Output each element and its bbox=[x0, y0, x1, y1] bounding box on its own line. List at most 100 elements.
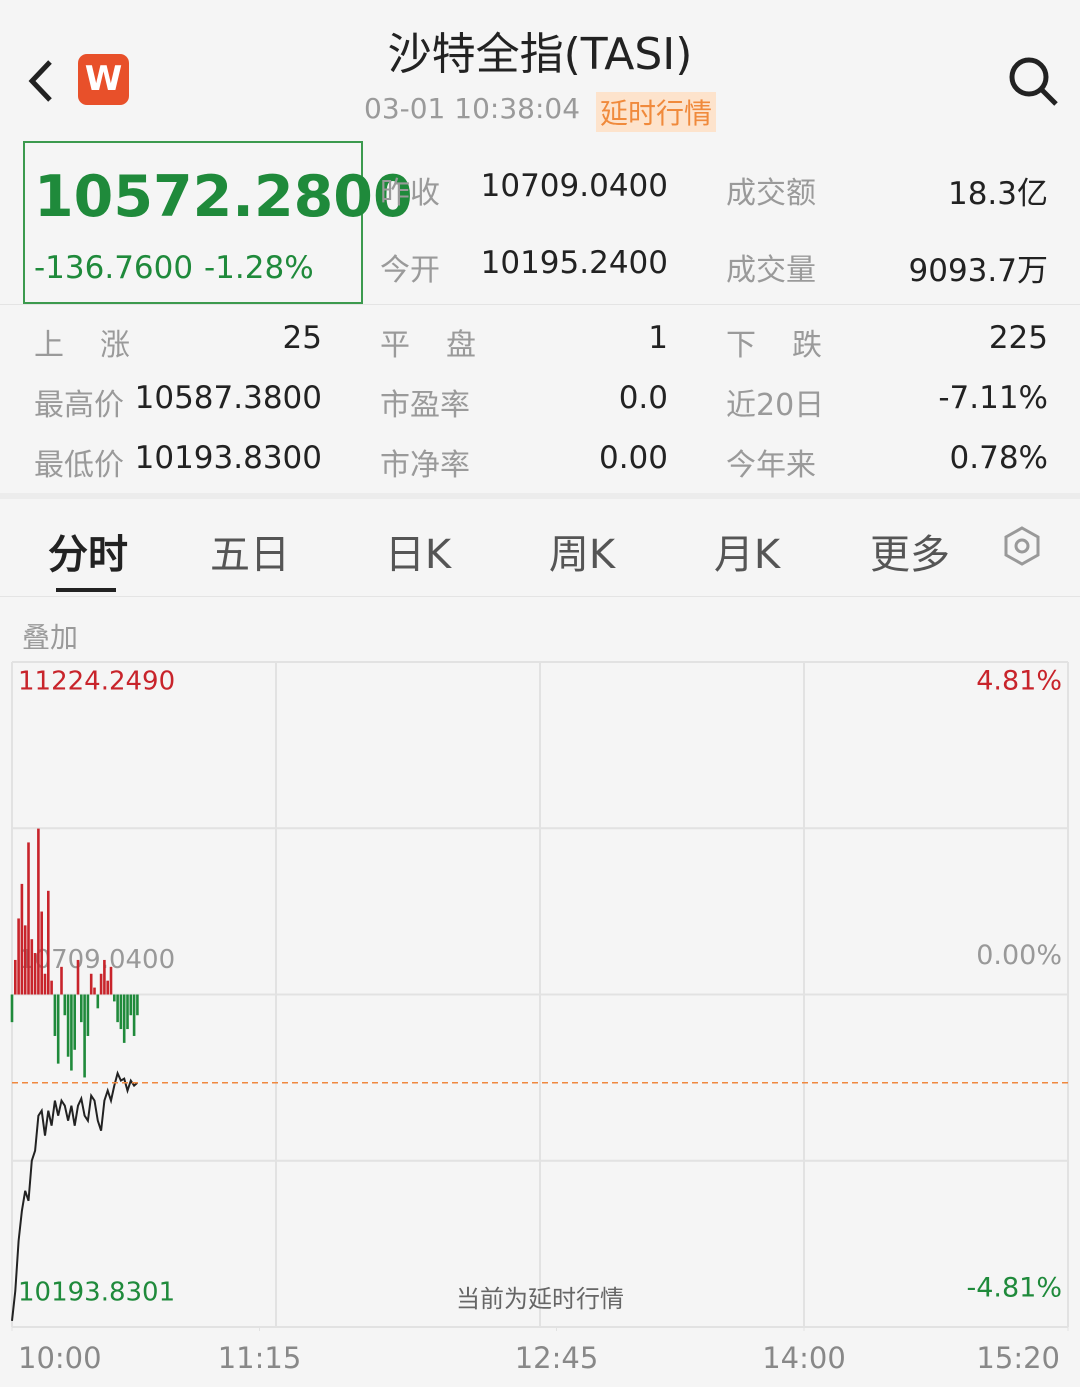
stat-label: 市盈率 bbox=[380, 388, 470, 423]
tab-underline bbox=[56, 588, 116, 592]
quote-label: 昨收 bbox=[380, 176, 440, 211]
tab[interactable]: 日K bbox=[384, 532, 452, 578]
bar bbox=[119, 994, 123, 1030]
bar bbox=[17, 918, 20, 995]
quote-label: 成交额 bbox=[726, 176, 816, 211]
bar bbox=[93, 987, 96, 995]
bar bbox=[113, 994, 116, 1002]
bar bbox=[10, 994, 14, 1023]
bar bbox=[103, 959, 106, 995]
bar bbox=[132, 994, 136, 1036]
y2-tick-label: 0.00% bbox=[976, 940, 1062, 971]
bar bbox=[40, 911, 43, 995]
bar bbox=[50, 980, 53, 995]
bar bbox=[30, 939, 34, 995]
bar bbox=[80, 994, 83, 1023]
bar bbox=[27, 842, 30, 995]
bar bbox=[66, 994, 70, 1057]
chart-note: 当前为延时行情 bbox=[456, 1285, 624, 1313]
change: -136.7600 bbox=[34, 250, 194, 286]
bar bbox=[89, 973, 93, 995]
delay-tag: 延时行情 bbox=[596, 92, 717, 132]
bar bbox=[23, 925, 27, 995]
bar bbox=[129, 994, 133, 1016]
stat-value: 0.78% bbox=[949, 440, 1048, 476]
bar bbox=[33, 953, 37, 995]
stat-label: 市净率 bbox=[380, 448, 470, 483]
stat-value: 0.0 bbox=[618, 380, 668, 416]
bar bbox=[109, 966, 113, 995]
stat-value: 1 bbox=[648, 320, 668, 356]
stat-value: 25 bbox=[282, 320, 322, 356]
tab[interactable]: 五日 bbox=[210, 532, 290, 578]
divider bbox=[0, 304, 1080, 305]
stat-label: 今年来 bbox=[726, 448, 816, 483]
quote-box bbox=[23, 141, 363, 304]
bar bbox=[70, 994, 73, 1071]
stat-value: 0.00 bbox=[598, 440, 668, 476]
title: 沙特全指(TASI) bbox=[387, 29, 693, 80]
change-pct: -1.28% bbox=[204, 250, 314, 286]
stat-value: -7.11% bbox=[938, 380, 1048, 416]
quote-value: 10195.2400 bbox=[480, 245, 668, 281]
settings-button[interactable] bbox=[1002, 526, 1042, 566]
y-tick-label: 11224.2490 bbox=[18, 667, 175, 697]
bar bbox=[126, 994, 129, 1030]
tab[interactable]: 周K bbox=[548, 532, 616, 578]
bar bbox=[56, 994, 60, 1064]
stat-label: 最低价 bbox=[34, 448, 124, 483]
app-icon[interactable]: W bbox=[78, 54, 129, 105]
x-tick-label: 10:00 bbox=[18, 1341, 102, 1375]
divider bbox=[0, 493, 1080, 499]
bar bbox=[106, 980, 109, 995]
tab[interactable]: 更多 bbox=[870, 532, 950, 578]
time: 03-01 10:38:04 bbox=[364, 92, 581, 125]
bar bbox=[122, 994, 126, 1043]
bar bbox=[86, 994, 90, 1036]
overlay-button[interactable]: 叠加 bbox=[22, 621, 79, 654]
stat-label: 近20日 bbox=[726, 388, 825, 423]
stat-label: 平盘 bbox=[380, 328, 476, 363]
stat-value: 10193.8300 bbox=[134, 440, 322, 476]
stat-label: 最高价 bbox=[34, 388, 124, 423]
bar bbox=[76, 959, 80, 995]
bar bbox=[96, 994, 100, 1009]
x-tick-label: 12:45 bbox=[515, 1341, 599, 1375]
bar bbox=[73, 994, 76, 1050]
quote-label: 今开 bbox=[380, 253, 440, 288]
bar bbox=[14, 959, 17, 995]
search-button[interactable] bbox=[1006, 54, 1060, 108]
tab[interactable]: 分时 bbox=[48, 532, 128, 578]
bar bbox=[37, 828, 40, 995]
price: 10572.2800 bbox=[34, 164, 413, 230]
bar bbox=[116, 994, 119, 1023]
y2-tick-label: -4.81% bbox=[966, 1273, 1062, 1304]
bar bbox=[99, 973, 103, 995]
price-line bbox=[11, 1070, 139, 1321]
back-button[interactable] bbox=[26, 58, 56, 104]
y-tick-label: 10709.0400 bbox=[18, 945, 175, 975]
tab[interactable]: 月K bbox=[713, 532, 781, 578]
stat-label: 下跌 bbox=[726, 328, 822, 363]
x-tick-label: 11:15 bbox=[218, 1341, 302, 1375]
y-tick-label: 10193.8301 bbox=[18, 1278, 175, 1308]
x-tick-label: 14:00 bbox=[762, 1341, 846, 1375]
bar bbox=[47, 890, 50, 995]
quote-value: 10709.0400 bbox=[480, 168, 668, 204]
bar bbox=[60, 966, 63, 995]
bar bbox=[43, 973, 47, 995]
bar bbox=[20, 883, 24, 995]
divider bbox=[0, 596, 1080, 597]
stat-value: 10587.3800 bbox=[134, 380, 322, 416]
stat-label: 上涨 bbox=[34, 328, 130, 363]
quote-value: 18.3亿 bbox=[947, 176, 1048, 212]
bar bbox=[83, 994, 86, 1078]
stat-value: 225 bbox=[988, 320, 1048, 356]
bar bbox=[53, 994, 57, 1036]
y2-tick-label: 4.81% bbox=[976, 666, 1062, 697]
quote-value: 9093.7万 bbox=[908, 253, 1048, 289]
quote-label: 成交量 bbox=[726, 253, 816, 288]
bar bbox=[63, 994, 67, 1016]
